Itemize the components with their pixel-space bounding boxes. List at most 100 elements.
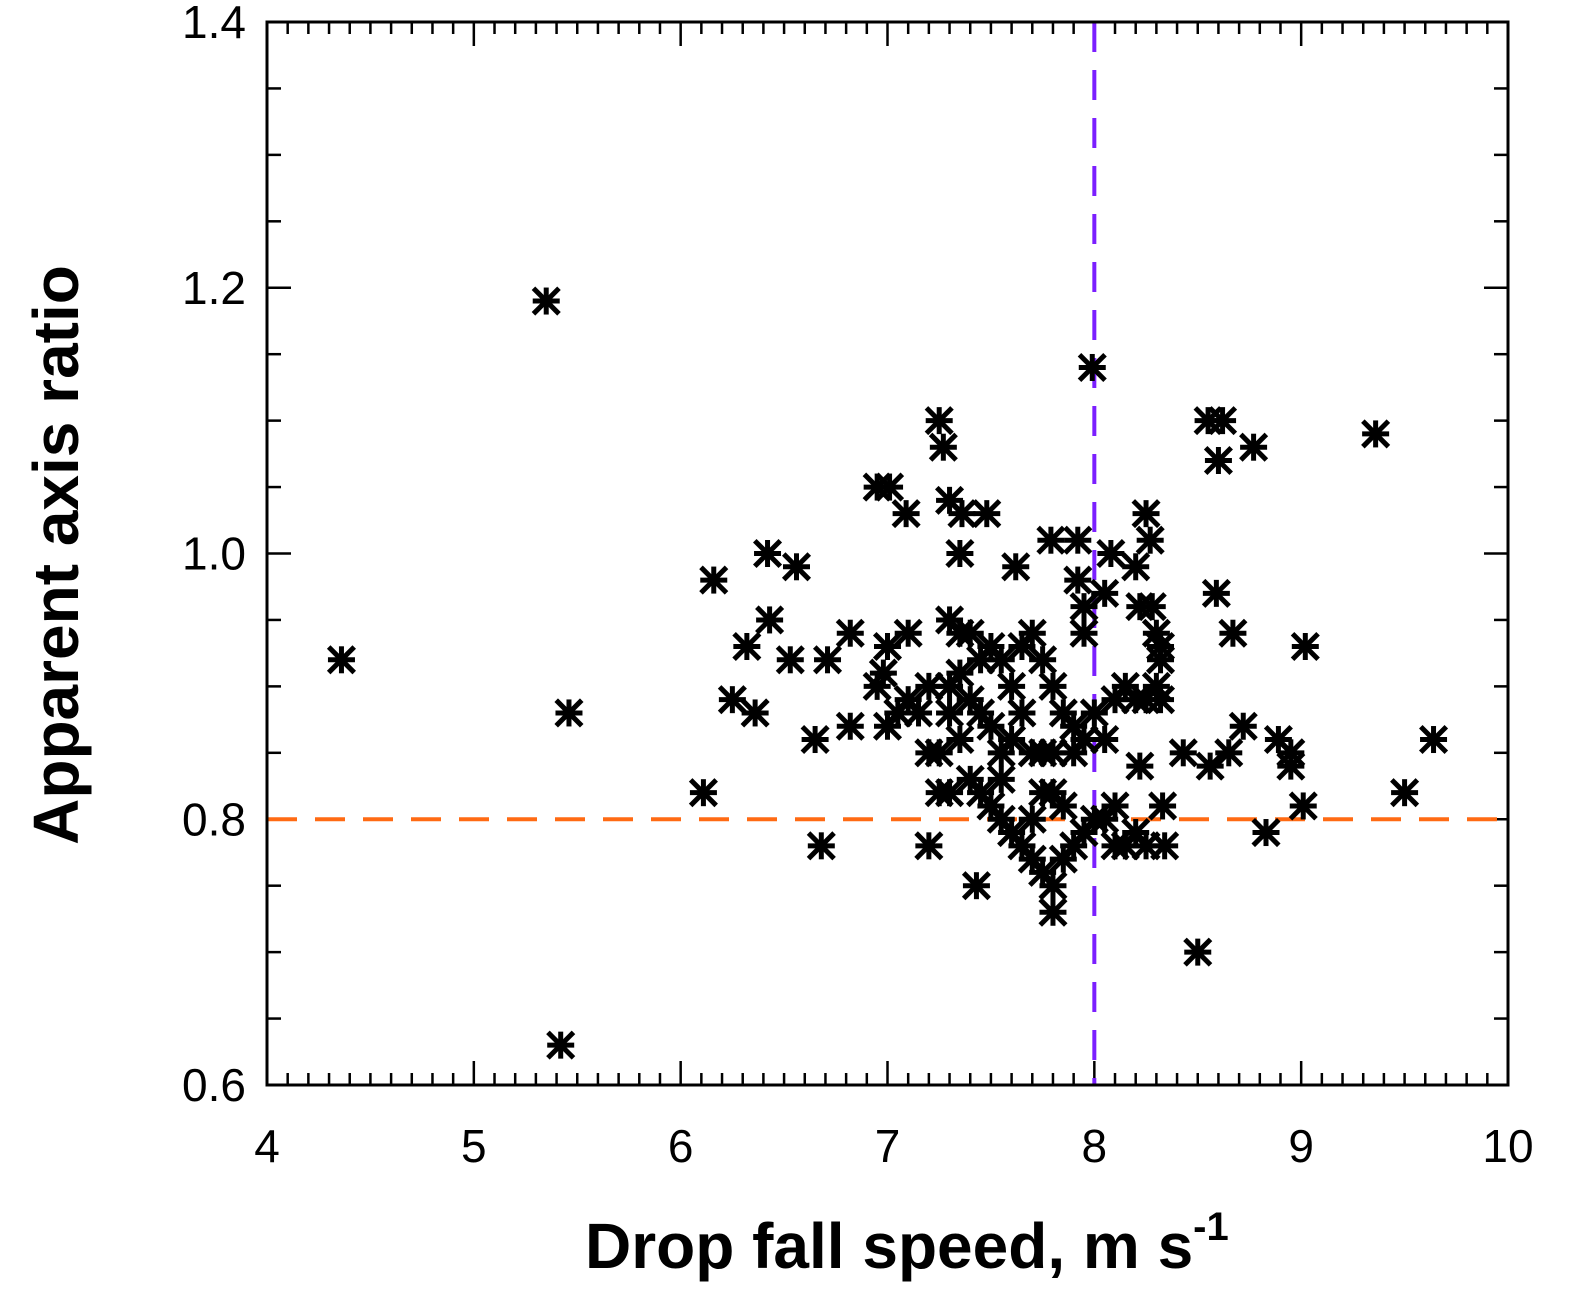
data-point — [1059, 711, 1089, 741]
data-point — [1361, 419, 1391, 449]
data-point — [835, 711, 865, 741]
data-point — [1419, 724, 1449, 755]
data-point — [914, 831, 944, 861]
reference-lines — [267, 22, 1508, 1085]
data-point — [1150, 831, 1180, 861]
data-point — [1069, 592, 1099, 622]
x-tick-label: 10 — [1482, 1120, 1533, 1172]
data-point — [1090, 804, 1120, 834]
data-point — [966, 645, 996, 675]
data-point — [1090, 724, 1120, 755]
data-point — [868, 658, 898, 688]
data-point — [1251, 818, 1281, 848]
data-point — [1077, 352, 1107, 383]
y-tick-label: 1.2 — [182, 262, 246, 314]
data-point — [781, 552, 812, 582]
data-point — [1141, 618, 1171, 648]
data-point — [1131, 499, 1161, 529]
data-point — [1203, 445, 1233, 476]
data-point — [753, 538, 783, 569]
x-tick-label: 6 — [668, 1120, 694, 1172]
data-point — [1063, 525, 1093, 555]
y-tick-label: 0.6 — [182, 1059, 246, 1111]
data-point — [554, 698, 584, 728]
data-point — [872, 631, 903, 662]
tick-labels: 4 5 6 7 8 9 10 0.6 0.8 1.0 1.2 1.4 — [182, 0, 1534, 1172]
data-point — [976, 711, 1006, 741]
data-point — [688, 778, 718, 808]
x-tick-label: 4 — [254, 1120, 280, 1172]
data-point — [1028, 778, 1058, 808]
x-tick-label: 8 — [1082, 1120, 1108, 1172]
data-point — [986, 738, 1016, 768]
data-point — [1007, 698, 1037, 728]
data-point — [1048, 791, 1078, 821]
y-tick-label: 1.4 — [182, 0, 246, 48]
data-point — [740, 698, 770, 728]
data-point — [1228, 711, 1258, 741]
x-tick-label: 5 — [461, 1120, 487, 1172]
x-axis-title-superscript: -1 — [1193, 1205, 1229, 1249]
y-tick-label: 1.0 — [182, 528, 246, 580]
data-point — [717, 685, 747, 715]
data-point — [812, 645, 843, 675]
data-points — [326, 286, 1449, 1060]
data-point — [1208, 406, 1238, 436]
data-point — [945, 658, 975, 688]
axis-ticks — [265, 20, 1510, 1087]
data-point — [961, 871, 991, 901]
data-point — [891, 499, 921, 529]
data-point — [1390, 778, 1420, 808]
plot-frame — [265, 20, 1510, 1087]
data-point — [997, 671, 1027, 701]
data-point — [1218, 618, 1248, 648]
data-point — [914, 671, 944, 701]
data-point — [1063, 565, 1093, 595]
data-point — [1125, 751, 1155, 781]
data-point — [1148, 791, 1178, 821]
data-point — [1141, 671, 1171, 701]
data-point — [755, 605, 785, 635]
data-point — [1038, 738, 1068, 768]
data-point — [1038, 897, 1068, 927]
data-point — [947, 499, 977, 529]
data-point — [945, 538, 975, 569]
data-point — [1145, 645, 1176, 675]
data-point — [972, 499, 1002, 529]
data-point — [1276, 751, 1306, 781]
data-point — [1201, 578, 1231, 608]
data-point — [1135, 525, 1165, 555]
y-tick-label: 0.8 — [182, 793, 246, 845]
data-point — [800, 724, 830, 755]
data-point — [1069, 618, 1099, 648]
data-point — [1096, 538, 1126, 569]
data-point — [1017, 618, 1047, 648]
data-point — [699, 565, 729, 595]
data-point — [955, 618, 985, 648]
data-point — [924, 738, 954, 768]
data-point — [1183, 937, 1213, 967]
data-point — [924, 778, 954, 808]
data-point — [1028, 645, 1058, 675]
data-point — [1038, 671, 1068, 701]
data-point — [935, 698, 965, 728]
data-point — [1079, 698, 1109, 728]
data-point — [1121, 552, 1151, 582]
data-point — [806, 831, 836, 861]
data-point — [1239, 432, 1269, 462]
x-tick-label: 9 — [1288, 1120, 1314, 1172]
data-point — [1288, 791, 1318, 821]
data-point — [875, 472, 905, 502]
data-point — [835, 618, 865, 648]
data-point — [732, 631, 762, 662]
data-point — [1214, 738, 1244, 768]
data-point — [928, 432, 958, 462]
data-point — [546, 1030, 576, 1060]
data-point — [893, 685, 923, 715]
data-point — [1090, 578, 1120, 608]
data-point — [1001, 552, 1031, 582]
data-point — [326, 645, 356, 675]
data-point — [1168, 738, 1198, 768]
data-point — [531, 286, 561, 316]
